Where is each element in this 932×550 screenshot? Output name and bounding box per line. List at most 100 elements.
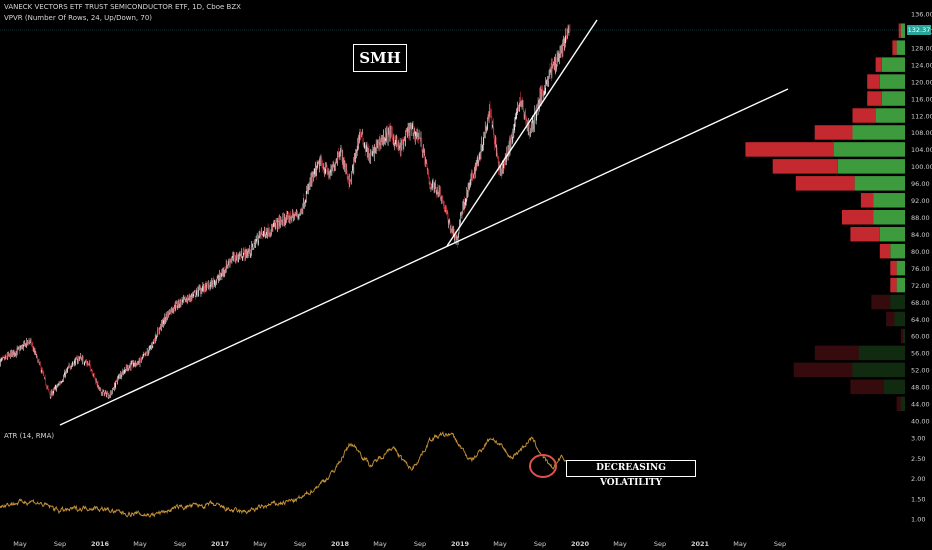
vpvr-up-bar [879, 226, 905, 242]
time-tick-label: May [373, 540, 387, 548]
vpvr-up-bar [833, 142, 905, 157]
vpvr-down-bar [745, 142, 834, 157]
vpvr-up-bar [896, 260, 905, 276]
price-tick-label: 48.00 [911, 384, 930, 392]
symbol-annotation: SMH [353, 44, 407, 72]
vpvr-up-bar [896, 277, 905, 293]
price-tick-label: 104.00 [911, 146, 932, 154]
price-tick-label: 52.00 [911, 367, 930, 375]
time-tick-label: 2018 [331, 540, 350, 548]
vpvr-up-bar [890, 243, 905, 259]
price-tick-label: 96.00 [911, 180, 930, 188]
vpvr-up-bar [884, 379, 905, 395]
price-tick-label: 128.00 [911, 44, 932, 52]
price-tick-label: 108.00 [911, 129, 932, 137]
vpvr-up-bar [900, 396, 905, 412]
vpvr-down-bar [814, 125, 853, 140]
vpvr-down-bar [860, 193, 874, 208]
atr-tick-label: 1.00 [911, 516, 925, 524]
time-tick-label: 2021 [691, 540, 710, 548]
price-tick-label: 84.00 [911, 231, 930, 239]
trendlines [59, 19, 789, 426]
time-tick-label: Sep [534, 540, 546, 548]
price-axis: 136.00132.00128.00124.00120.00116.00112.… [911, 11, 932, 426]
vpvr-down-bar [896, 396, 901, 412]
vpvr-down-bar [890, 277, 897, 293]
vpvr-up-bar [875, 108, 905, 123]
price-candles [0, 24, 571, 400]
time-tick-label: May [733, 540, 747, 548]
vpvr-up-bar [858, 345, 905, 361]
price-tick-label: 92.00 [911, 197, 930, 205]
price-tick-label: 88.00 [911, 214, 930, 222]
vpvr-up-bar [881, 57, 905, 72]
vpvr-up-bar [854, 176, 905, 191]
vpvr-up-bar [881, 91, 905, 106]
price-tick-label: 136.00 [911, 11, 932, 19]
time-axis: May Sep 2016 May Sep 2017 May Sep 2018 May Sep 2019… [13, 540, 786, 548]
vpvr-down-bar [890, 260, 897, 276]
last-price-badge: 132.37 [907, 25, 931, 35]
time-tick-label: 2020 [571, 540, 590, 548]
price-tick-label: 72.00 [911, 282, 930, 290]
vpvr-indicator-label: VPVR (Number Of Rows, 24, Up/Down, 70) [4, 14, 153, 22]
price-tick-label: 56.00 [911, 350, 930, 358]
vpvr-down-bar [850, 226, 880, 242]
vpvr-down-bar [814, 345, 859, 361]
vpvr-down-bar [898, 23, 901, 38]
price-tick-label: 60.00 [911, 333, 930, 341]
time-tick-label: Sep [774, 540, 786, 548]
vpvr-up-bar [852, 362, 905, 378]
vpvr-down-bar [842, 210, 874, 225]
vpvr-down-bar [850, 379, 884, 395]
vpvr-down-bar [871, 294, 891, 310]
atr-tick-label: 1.50 [911, 495, 925, 503]
vpvr-up-bar [896, 40, 905, 55]
atr-axis: 3.00 2.50 2.00 1.50 1.00 [911, 435, 925, 524]
price-tick-label: 40.00 [911, 418, 930, 426]
time-tick-label: Sep [414, 540, 426, 548]
time-tick-label: May [613, 540, 627, 548]
vpvr-up-bar [873, 193, 905, 208]
price-tick-label: 76.00 [911, 265, 930, 273]
price-tick-label: 100.00 [911, 163, 932, 171]
vpvr-up-bar [894, 311, 905, 327]
vpvr-up-bar [873, 210, 905, 225]
time-tick-label: May [13, 540, 27, 548]
vpvr-up-bar [900, 23, 905, 38]
time-tick-label: May [493, 540, 507, 548]
vpvr-down-bar [793, 362, 853, 378]
vpvr-down-bar [900, 328, 903, 344]
vpvr-down-bar [886, 311, 895, 327]
volatility-annotation: DECREASING VOLATILITY [566, 460, 696, 488]
vpvr-up-bar [837, 159, 905, 174]
vpvr-down-bar [879, 243, 891, 259]
time-tick-label: Sep [294, 540, 306, 548]
vpvr-down-bar [892, 40, 897, 55]
price-tick-label: 80.00 [911, 248, 930, 256]
time-tick-label: 2019 [451, 540, 470, 548]
vpvr-down-bar [795, 176, 855, 191]
vpvr-up-bar [879, 74, 905, 89]
atr-line [0, 431, 571, 518]
long-term-trendline [59, 88, 789, 426]
chart-title: VANECK VECTORS ETF TRUST SEMICONDUCTOR E… [4, 3, 241, 11]
short-term-trendline [446, 19, 598, 247]
vpvr-up-bar [852, 125, 905, 140]
volatility-circle [529, 454, 557, 478]
time-tick-label: 2016 [91, 540, 110, 548]
vpvr-down-bar [772, 159, 838, 174]
vpvr-up-bar [902, 328, 905, 344]
vpvr-down-bar [875, 57, 882, 72]
time-tick-label: May [253, 540, 267, 548]
price-tick-label: 44.00 [911, 401, 930, 409]
atr-indicator-label: ATR (14, RMA) [4, 432, 55, 440]
price-tick-label: 124.00 [911, 61, 932, 69]
atr-tick-label: 2.50 [911, 455, 925, 463]
time-tick-label: May [133, 540, 147, 548]
time-tick-label: Sep [654, 540, 666, 548]
price-tick-label: 120.00 [911, 78, 932, 86]
vpvr-down-bar [852, 108, 876, 123]
vpvr-down-bar [867, 91, 882, 106]
